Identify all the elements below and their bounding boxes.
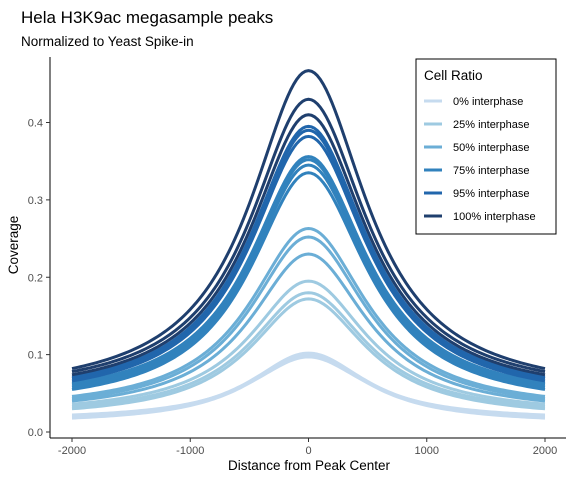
- legend-label: 75% interphase: [453, 165, 529, 177]
- series-line: [71, 353, 546, 420]
- chart-title: Hela H3K9ac megasample peaks: [21, 8, 273, 27]
- x-tick-label: -1000: [176, 445, 204, 457]
- x-tick-label: 1000: [415, 445, 439, 457]
- x-axis-title: Distance from Peak Center: [228, 458, 391, 473]
- series-line: [71, 97, 546, 374]
- series-line: [71, 124, 546, 379]
- series-line: [71, 291, 546, 408]
- y-tick-label: 0.1: [28, 350, 43, 362]
- series-line: [71, 227, 546, 398]
- chart-subtitle: Normalized to Yeast Spike-in: [21, 34, 194, 49]
- y-axis-title: Coverage: [6, 216, 21, 275]
- legend-label: 25% interphase: [453, 119, 529, 131]
- x-tick-label: 0: [305, 445, 311, 457]
- legend-label: 95% interphase: [453, 188, 529, 200]
- series-line: [71, 252, 546, 403]
- y-tick-label: 0.3: [28, 195, 43, 207]
- y-tick-label: 0.0: [28, 427, 43, 439]
- legend-label: 100% interphase: [453, 211, 536, 223]
- series-line: [71, 134, 546, 383]
- series-line: [71, 69, 546, 371]
- legend-label: 50% interphase: [453, 142, 529, 154]
- series-line: [71, 297, 546, 411]
- y-tick-label: 0.2: [28, 272, 43, 284]
- plot-lines: [71, 69, 546, 420]
- legend: Cell Ratio 0% interphase 25% interphase 50…: [415, 58, 557, 235]
- series-line: [71, 235, 546, 401]
- series-line: [71, 171, 546, 391]
- legend-label: 0% interphase: [453, 96, 523, 108]
- x-tick-label: -2000: [58, 445, 86, 457]
- series-line: [71, 355, 546, 417]
- x-axis-ticks: -2000 -1000 0 1000 2000: [58, 438, 557, 457]
- series-line: [71, 158, 546, 387]
- series-line: [71, 128, 546, 381]
- x-tick-label: 2000: [533, 445, 557, 457]
- y-tick-label: 0.4: [28, 118, 43, 130]
- legend-entries: 0% interphase 25% interphase 50% interphas…: [424, 96, 536, 223]
- series-line: [71, 279, 546, 406]
- y-axis-ticks: 0.0 0.1 0.2 0.3 0.4: [28, 118, 50, 439]
- series-line: [71, 163, 546, 389]
- legend-title: Cell Ratio: [424, 68, 483, 83]
- series-line: [71, 113, 546, 377]
- series-line: [71, 155, 546, 385]
